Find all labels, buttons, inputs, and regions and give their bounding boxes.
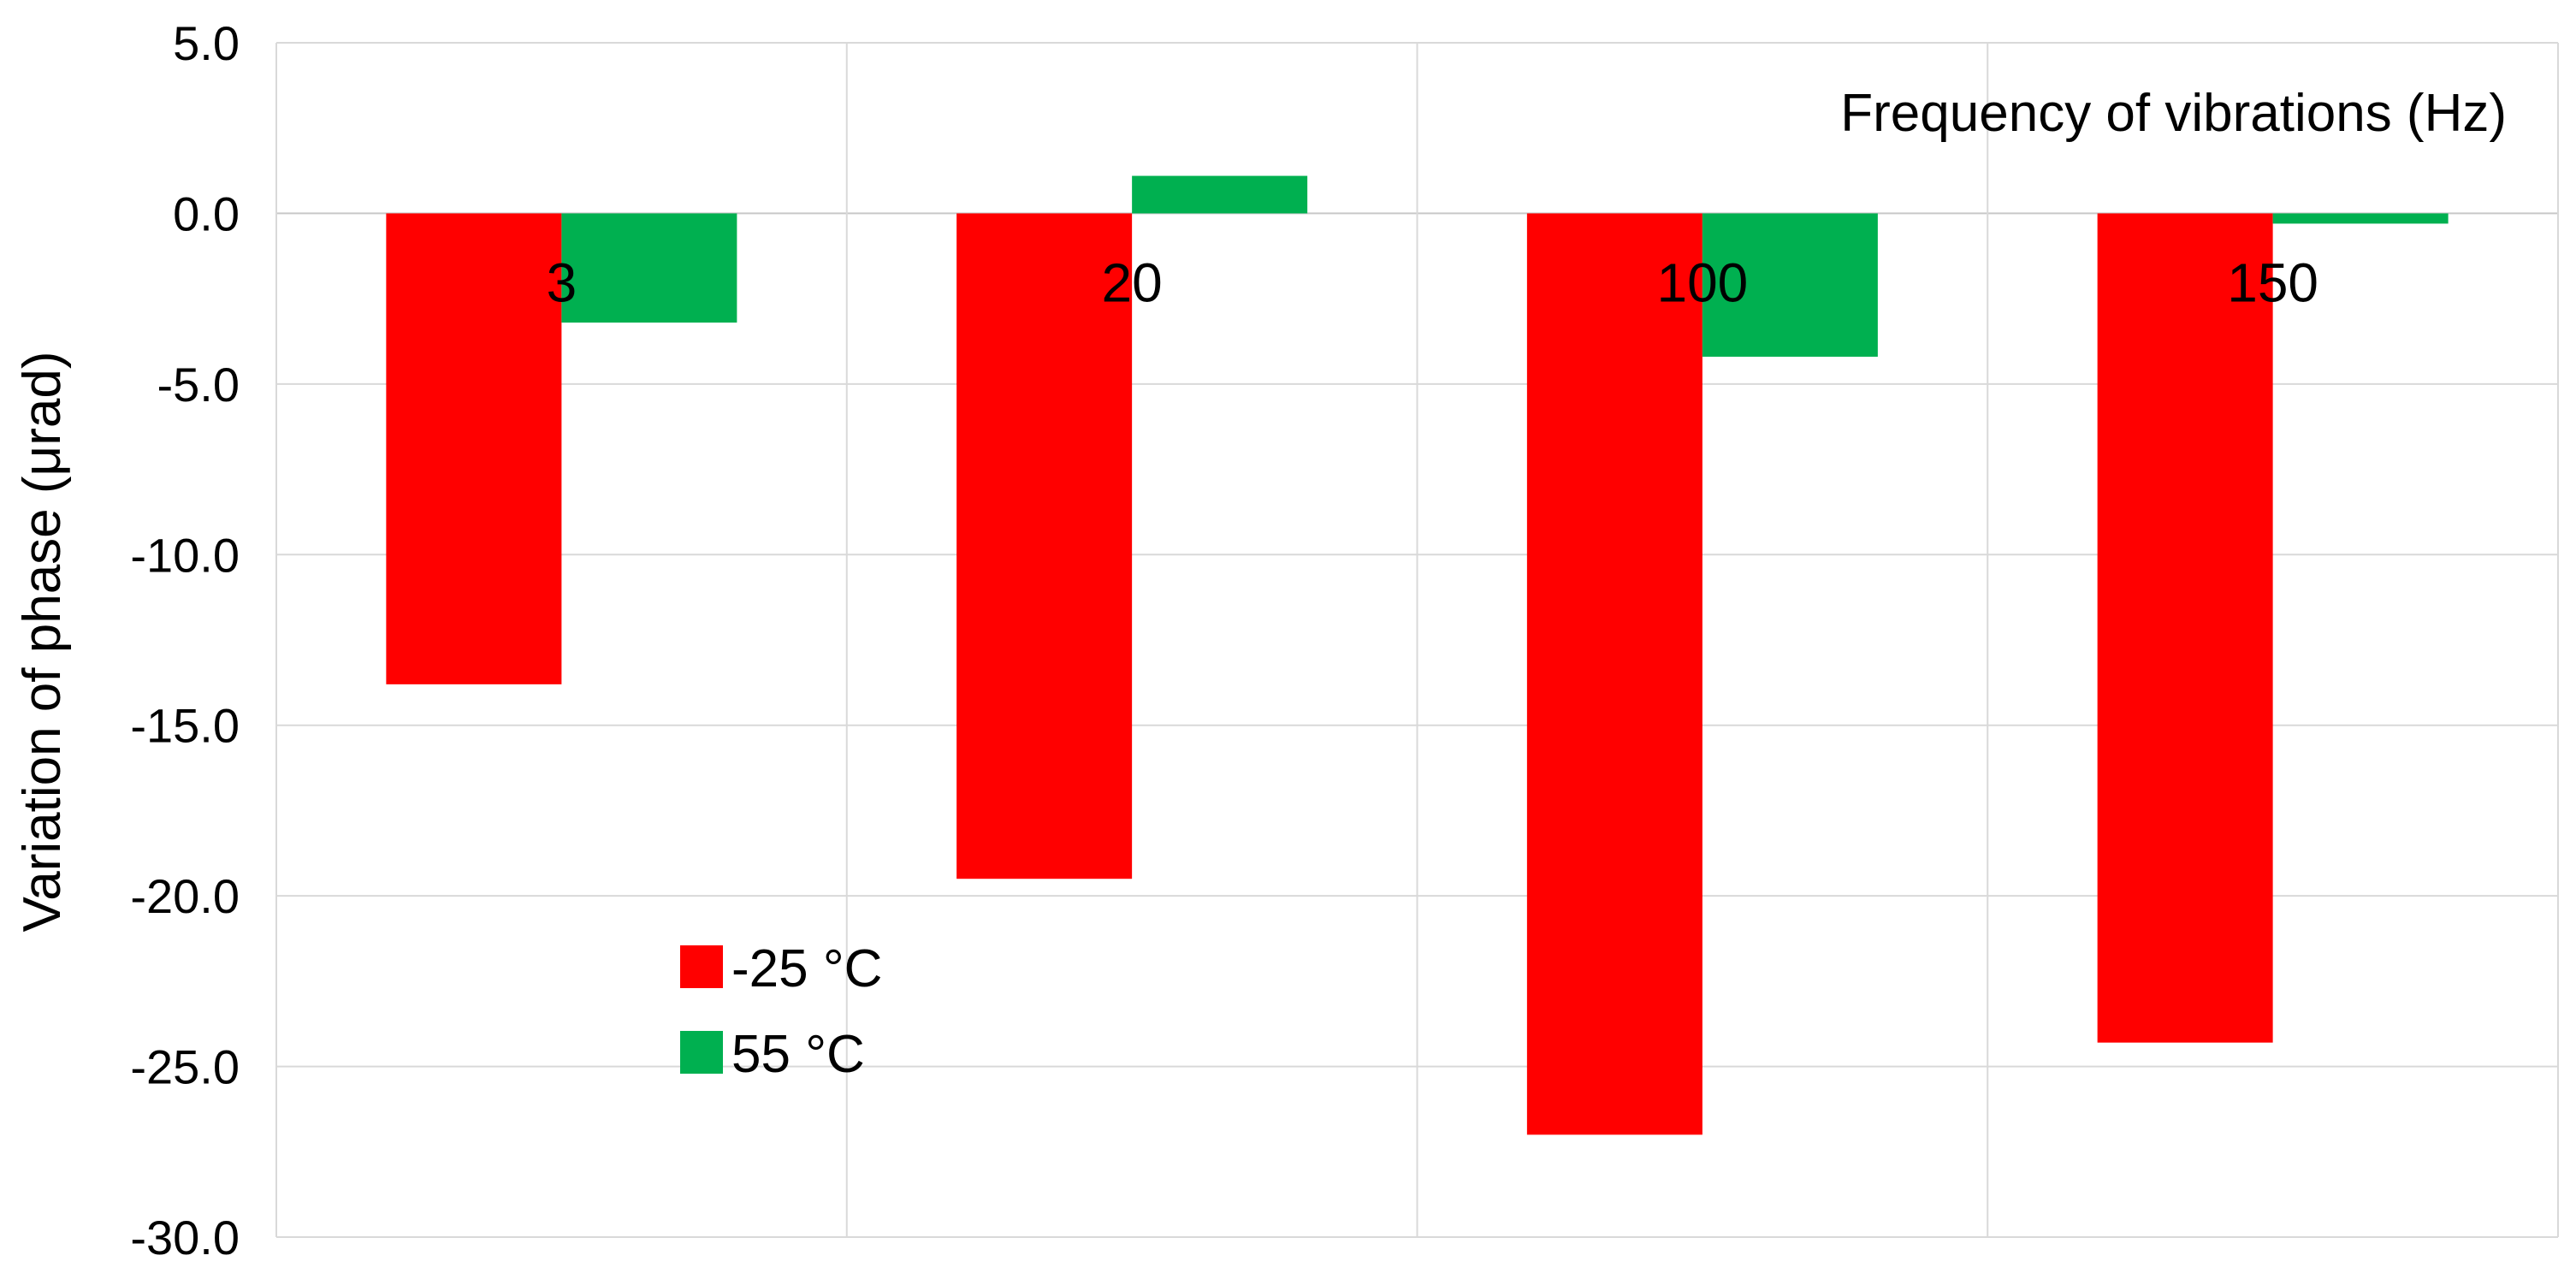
bar-series-1	[386, 213, 562, 684]
bar-series-1	[956, 213, 1133, 879]
legend-label-series-1: -25 °C	[731, 939, 882, 998]
bar-series-1	[2097, 213, 2273, 1043]
bars	[386, 175, 2449, 1135]
y-tick-label: -5.0	[157, 358, 240, 412]
y-tick-label: -15.0	[130, 699, 240, 753]
legend: -25 °C 55 °C	[680, 939, 882, 1084]
bar-series-2	[561, 213, 737, 323]
legend-swatch-series-1	[680, 945, 723, 988]
bar-series-2	[2272, 213, 2449, 224]
x-axis-title: Frequency of vibrations (Hz)	[1840, 84, 2507, 143]
category-label: 20	[1102, 252, 1163, 313]
category-labels: 3 20 100 150	[547, 252, 2318, 313]
y-tick-label: -30.0	[130, 1211, 240, 1264]
bar-series-2	[1702, 213, 1878, 357]
y-tick-label: -10.0	[130, 528, 240, 582]
legend-swatch-series-2	[680, 1031, 723, 1074]
category-label: 100	[1656, 252, 1748, 313]
y-tick-label: -25.0	[130, 1040, 240, 1094]
category-label: 150	[2227, 252, 2318, 313]
y-tick-label: 0.0	[173, 187, 240, 240]
legend-label-series-2: 55 °C	[731, 1025, 865, 1084]
y-axis-ticks: 5.0 0.0 -5.0 -10.0 -15.0 -20.0 -25.0 -30.0	[130, 16, 240, 1264]
bar-series-2	[1132, 175, 1308, 214]
bar-series-1	[1526, 213, 1703, 1135]
y-tick-label: -20.0	[130, 869, 240, 923]
y-tick-label: 5.0	[173, 16, 240, 70]
category-label: 3	[547, 252, 577, 313]
y-axis-title: Variation of phase (μrad)	[13, 351, 72, 932]
